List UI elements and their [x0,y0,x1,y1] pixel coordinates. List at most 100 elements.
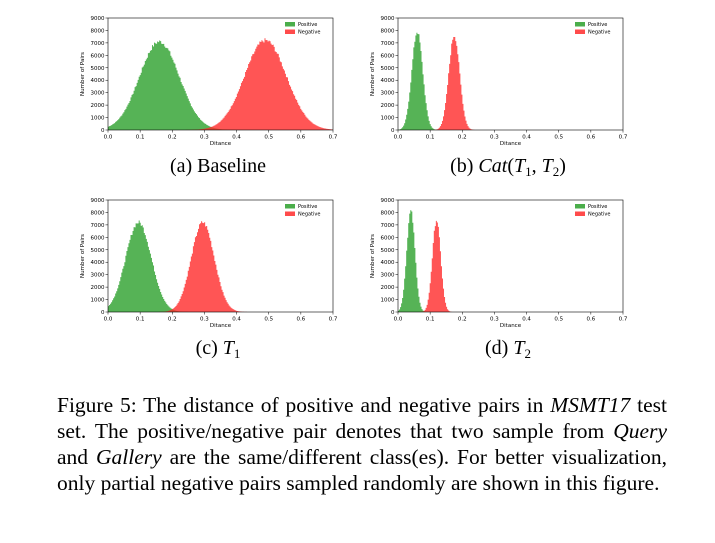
subcaption-d-label: (d) [485,337,509,359]
y-axis-label: Number of Pairs [80,52,86,96]
caption-part-2: test set. The positive/negative pair den… [57,393,667,443]
y-tick-label: 2000 [381,103,395,109]
y-tick-label: 9000 [91,198,105,204]
y-tick-label: 0 [101,128,105,134]
legend-swatch-negative [575,29,585,34]
y-tick-label: 6000 [91,235,105,241]
subcaption-c-t: T [222,337,234,359]
y-tick-label: 8000 [381,210,395,216]
y-tick-label: 1000 [381,298,395,304]
legend-label-positive: Positive [588,22,607,28]
x-tick-label: 0.6 [586,317,595,323]
x-tick-label: 0.3 [200,317,209,323]
histogram-chart-b: 0.0 0.1 0.2 0.3 0.4 0.5 0.6 0.7 0 1000 2000 3000 400… [370,16,628,147]
subcaption-b-comma: , [531,155,542,177]
x-tick-label: 0.1 [426,135,435,141]
figure-caption: Figure 5: The distance of positive and n… [57,392,667,496]
subcaption-b-close: ) [559,155,566,177]
histogram-negative-c [108,221,333,312]
y-tick-label: 3000 [91,91,105,97]
caption-dataset: MSMT17 [550,393,631,417]
x-tick-label: 0.6 [296,317,305,323]
subcaption-a-text: Baseline [197,155,267,177]
y-tick-label: 4000 [381,260,395,266]
subcaption-d: (d) T2 [388,337,628,362]
histogram-negative-b [398,37,623,130]
x-tick-label: 0.1 [136,135,145,141]
x-tick-label: 0.2 [458,135,467,141]
histogram-negative-d [398,220,623,312]
x-tick-label: 0.7 [619,135,628,141]
x-tick-label: 0.4 [232,317,241,323]
y-tick-label: 8000 [91,210,105,216]
legend-swatch-positive [285,22,295,27]
caption-part-3: and [57,445,96,469]
legend-label-positive: Positive [588,204,607,210]
caption-part-1: Figure 5: The distance of positive and n… [57,393,551,417]
x-axis-label: Ditance [500,323,522,329]
x-tick-label: 0.5 [264,317,273,323]
chart-panel-a: 0.0 0.1 0.2 0.3 0.4 0.5 0.6 0.7 0 1000 2000 3000 400… [75,10,345,150]
legend-label-negative: Negative [298,30,320,36]
subcaption-b-func: Cat [478,155,508,177]
y-tick-label: 9000 [91,16,105,22]
y-axis-label: Number of Pairs [370,234,376,278]
y-tick-label: 7000 [91,223,105,229]
x-tick-label: 0.0 [104,317,113,323]
y-tick-label: 6000 [381,235,395,241]
x-axis-label: Ditance [500,141,522,147]
y-tick-label: 7000 [381,223,395,229]
x-tick-label: 0.5 [554,135,563,141]
y-tick-label: 1000 [91,298,105,304]
x-tick-label: 0.5 [554,317,563,323]
x-tick-label: 0.5 [264,135,273,141]
subcaption-b-t2: T [541,155,553,177]
x-axis-label: Ditance [210,323,232,329]
y-tick-label: 5000 [381,66,395,72]
legend-swatch-positive [285,204,295,209]
histogram-positive-a [108,40,333,130]
x-tick-label: 0.2 [458,317,467,323]
x-tick-label: 0.7 [329,135,338,141]
y-tick-label: 2000 [381,285,395,291]
x-tick-label: 0.4 [522,135,531,141]
y-tick-label: 4000 [381,78,395,84]
x-tick-label: 0.7 [619,317,628,323]
subcaption-c-s: 1 [233,346,241,361]
x-tick-label: 0.6 [296,135,305,141]
x-tick-label: 0.3 [490,317,499,323]
legend-swatch-negative [285,29,295,34]
x-tick-label: 0.3 [200,135,209,141]
plot-frame-a [107,17,334,131]
legend-swatch-positive [575,22,585,27]
legend-label-positive: Positive [298,204,317,210]
subcaption-b-open: ( [507,155,514,177]
y-tick-label: 2000 [91,285,105,291]
plot-frame-d [397,199,624,313]
y-tick-label: 1000 [91,116,105,122]
legend-label-positive: Positive [298,22,317,28]
y-tick-label: 8000 [91,28,105,34]
x-tick-label: 0.2 [168,317,177,323]
x-tick-label: 0.4 [522,317,531,323]
caption-part-4: are the same/different class(es). For be… [57,445,667,495]
histogram-negative-a [108,38,333,130]
x-tick-label: 0.4 [232,135,241,141]
y-tick-label: 5000 [381,248,395,254]
legend-swatch-positive [575,204,585,209]
histogram-positive-c [108,220,333,312]
plot-frame-b [397,17,624,131]
x-tick-label: 0.1 [426,317,435,323]
y-tick-label: 6000 [381,53,395,59]
histogram-chart-d: 0.0 0.1 0.2 0.3 0.4 0.5 0.6 0.7 0 1000 2000 3000 400… [370,198,628,329]
histogram-chart-a: 0.0 0.1 0.2 0.3 0.4 0.5 0.6 0.7 0 1000 2000 3000 400… [80,16,338,147]
y-tick-label: 5000 [91,248,105,254]
x-axis-label: Ditance [210,141,232,147]
x-tick-label: 0.3 [490,135,499,141]
x-tick-label: 0.6 [586,135,595,141]
y-tick-label: 1000 [381,116,395,122]
y-tick-label: 3000 [91,273,105,279]
y-tick-label: 4000 [91,260,105,266]
subcaption-a: (a) Baseline [98,155,338,178]
subcaption-d-t: T [513,337,525,359]
